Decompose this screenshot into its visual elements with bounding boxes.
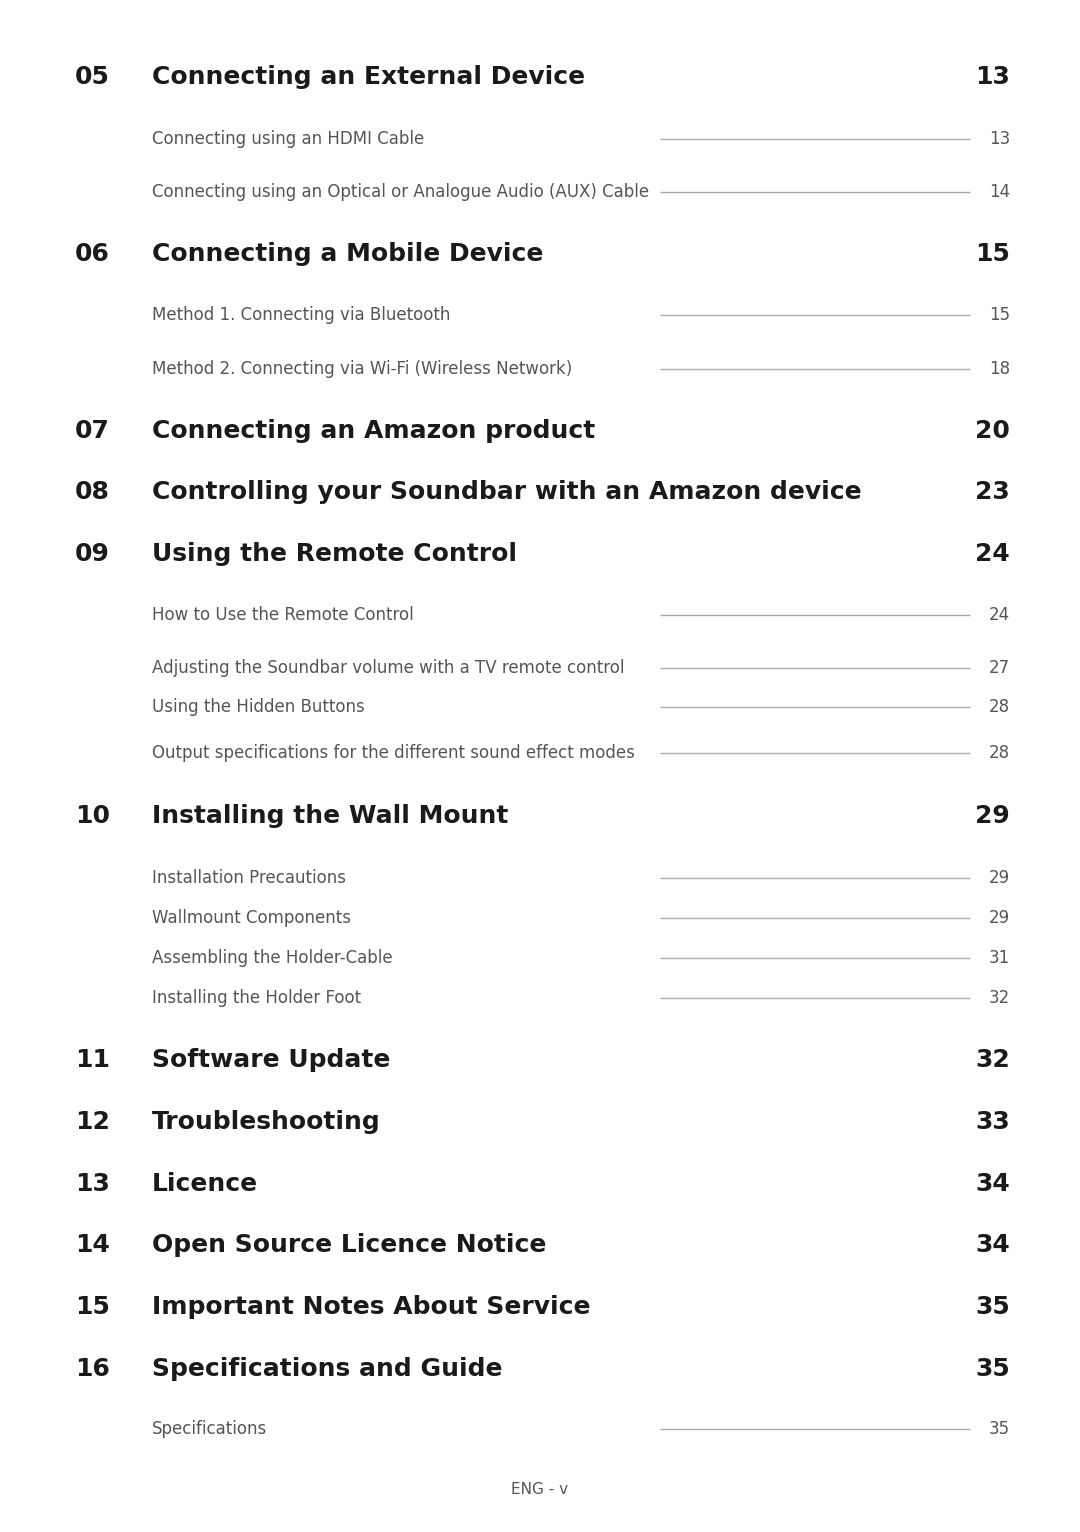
Text: 13: 13 [989,130,1010,149]
Text: ENG - v: ENG - v [512,1483,568,1497]
Text: 05: 05 [75,64,110,89]
Text: 08: 08 [75,480,110,504]
Text: Installation Precautions: Installation Precautions [152,869,346,887]
Text: 18: 18 [989,360,1010,378]
Text: 14: 14 [75,1233,110,1256]
Text: 31: 31 [989,948,1010,967]
Text: 10: 10 [75,804,110,827]
Text: 35: 35 [989,1420,1010,1439]
Text: Installing the Wall Mount: Installing the Wall Mount [152,804,509,827]
Text: Assembling the Holder-Cable: Assembling the Holder-Cable [152,948,393,967]
Text: Licence: Licence [152,1172,258,1196]
Text: Important Notes About Service: Important Notes About Service [152,1295,591,1319]
Text: Method 2. Connecting via Wi-Fi (Wireless Network): Method 2. Connecting via Wi-Fi (Wireless… [152,360,572,378]
Text: 07: 07 [75,418,110,443]
Text: 24: 24 [975,542,1010,565]
Text: Connecting using an HDMI Cable: Connecting using an HDMI Cable [152,130,424,149]
Text: 12: 12 [75,1111,110,1134]
Text: 15: 15 [75,1295,110,1319]
Text: 34: 34 [975,1172,1010,1196]
Text: Troubleshooting: Troubleshooting [152,1111,381,1134]
Text: 29: 29 [975,804,1010,827]
Text: 13: 13 [75,1172,110,1196]
Text: 14: 14 [989,182,1010,201]
Text: 29: 29 [989,908,1010,927]
Text: 06: 06 [75,242,110,267]
Text: 28: 28 [989,745,1010,761]
Text: 16: 16 [75,1357,110,1380]
Text: 29: 29 [989,869,1010,887]
Text: Connecting a Mobile Device: Connecting a Mobile Device [152,242,543,267]
Text: Specifications: Specifications [152,1420,267,1439]
Text: Connecting using an Optical or Analogue Audio (AUX) Cable: Connecting using an Optical or Analogue … [152,182,649,201]
Text: 32: 32 [989,990,1010,1007]
Text: 11: 11 [75,1048,110,1072]
Text: 15: 15 [989,306,1010,323]
Text: 27: 27 [989,659,1010,677]
Text: Wallmount Components: Wallmount Components [152,908,351,927]
Text: Adjusting the Soundbar volume with a TV remote control: Adjusting the Soundbar volume with a TV … [152,659,624,677]
Text: 24: 24 [989,607,1010,624]
Text: Specifications and Guide: Specifications and Guide [152,1357,502,1380]
Text: Connecting an External Device: Connecting an External Device [152,64,585,89]
Text: 20: 20 [975,418,1010,443]
Text: 33: 33 [975,1111,1010,1134]
Text: How to Use the Remote Control: How to Use the Remote Control [152,607,414,624]
Text: Method 1. Connecting via Bluetooth: Method 1. Connecting via Bluetooth [152,306,450,323]
Text: 35: 35 [975,1295,1010,1319]
Text: 13: 13 [975,64,1010,89]
Text: 28: 28 [989,699,1010,715]
Text: Open Source Licence Notice: Open Source Licence Notice [152,1233,546,1256]
Text: Using the Hidden Buttons: Using the Hidden Buttons [152,699,365,715]
Text: 15: 15 [975,242,1010,267]
Text: 35: 35 [975,1357,1010,1380]
Text: 32: 32 [975,1048,1010,1072]
Text: Controlling your Soundbar with an Amazon device: Controlling your Soundbar with an Amazon… [152,480,862,504]
Text: Software Update: Software Update [152,1048,390,1072]
Text: Connecting an Amazon product: Connecting an Amazon product [152,418,595,443]
Text: 34: 34 [975,1233,1010,1256]
Text: 23: 23 [975,480,1010,504]
Text: Installing the Holder Foot: Installing the Holder Foot [152,990,361,1007]
Text: 09: 09 [75,542,110,565]
Text: Output specifications for the different sound effect modes: Output specifications for the different … [152,745,635,761]
Text: Using the Remote Control: Using the Remote Control [152,542,517,565]
